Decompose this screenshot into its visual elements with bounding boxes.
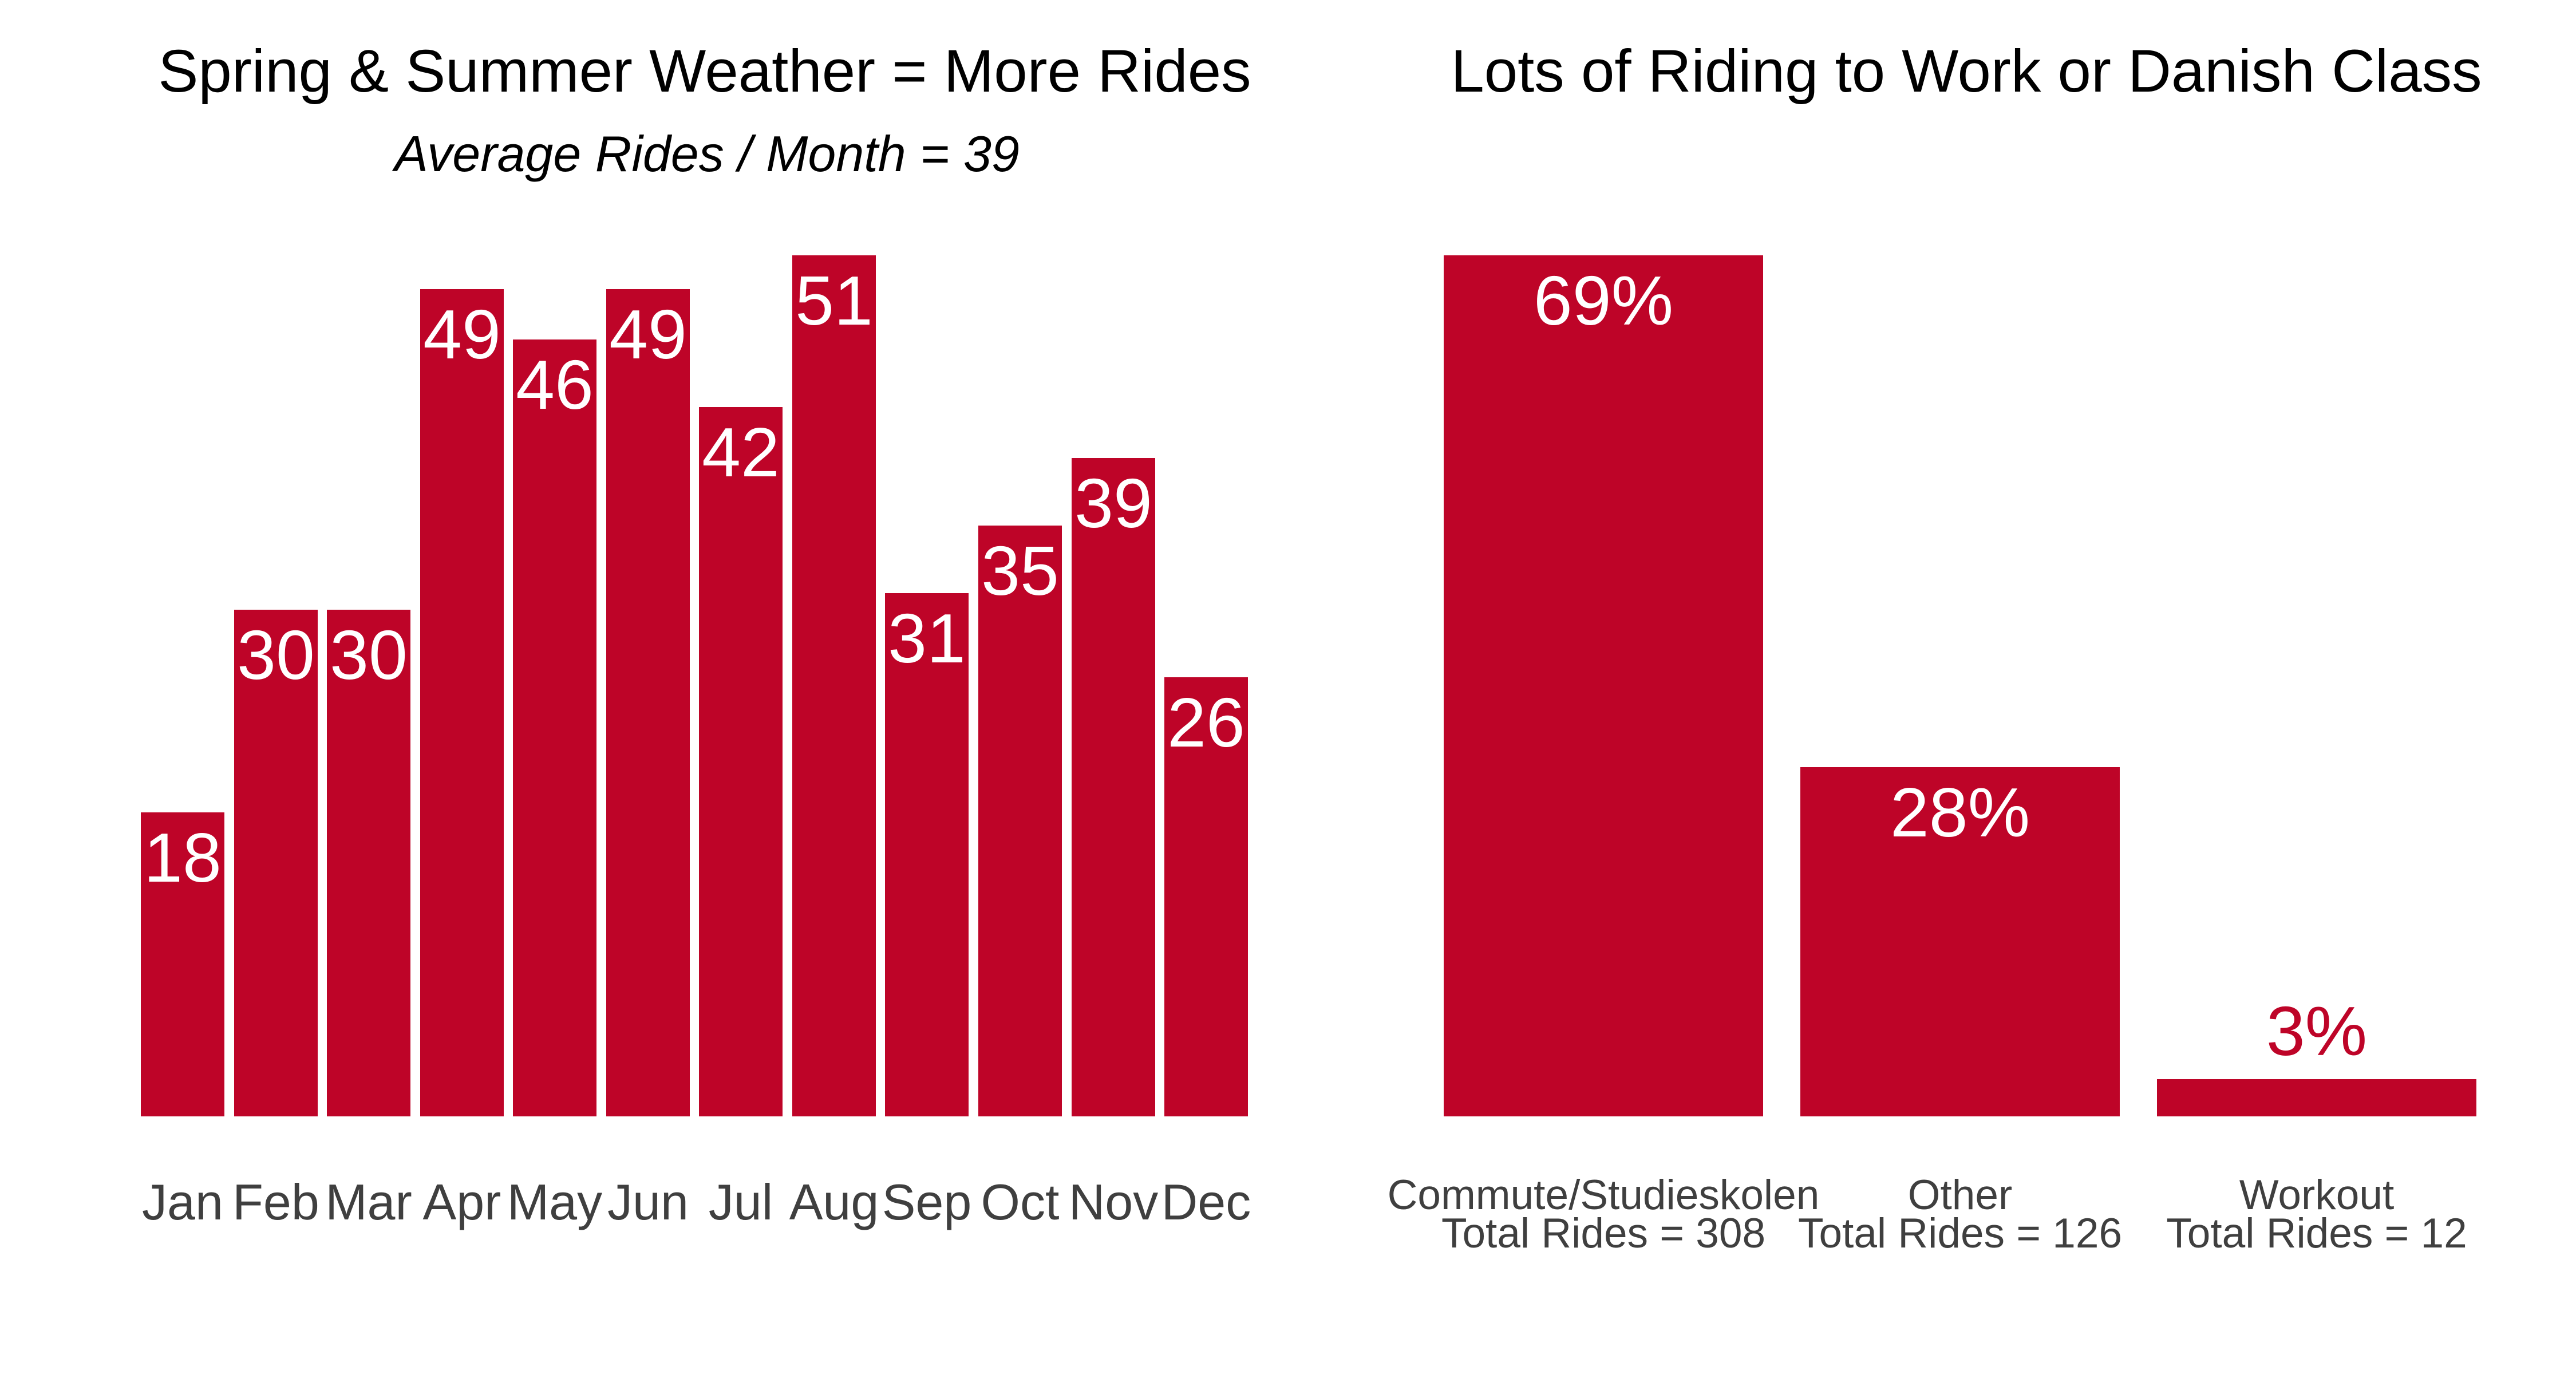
- bar: [2157, 1079, 2476, 1116]
- bar: [885, 593, 969, 1116]
- x-axis-category-label: Nov: [1068, 1174, 1159, 1230]
- x-axis-category-label: Apr: [422, 1174, 501, 1230]
- bar-value-label: 3%: [2266, 992, 2368, 1070]
- total-rides-label: Total Rides = 126: [1797, 1210, 2123, 1257]
- bar: [1800, 767, 2120, 1116]
- x-axis-category-label: Workout: [2239, 1172, 2395, 1218]
- total-rides-label: Total Rides = 12: [2166, 1210, 2467, 1257]
- x-axis-category-label: Mar: [325, 1174, 412, 1230]
- bar: [699, 407, 783, 1116]
- bar-value-label: 49: [609, 295, 687, 373]
- total-rides-label: Total Rides = 308: [1441, 1210, 1766, 1257]
- bar-value-label: 30: [330, 616, 408, 694]
- bar: [792, 255, 876, 1116]
- x-axis-category-label: Feb: [232, 1174, 319, 1230]
- left-chart-title: Spring & Summer Weather = More Rides: [158, 38, 1251, 105]
- x-axis-category-label: Aug: [789, 1174, 879, 1230]
- bar-value-label: 26: [1167, 684, 1245, 761]
- bar: [141, 812, 224, 1116]
- x-axis-category-label: Commute/Studieskolen: [1387, 1172, 1820, 1218]
- bar: [420, 289, 504, 1116]
- x-axis-category-label: Jun: [607, 1174, 689, 1230]
- bar: [1072, 458, 1155, 1116]
- bar: [1444, 255, 1763, 1116]
- bar: [1164, 677, 1248, 1116]
- x-axis-category-label: Other: [1907, 1172, 2013, 1218]
- bar: [978, 526, 1062, 1116]
- bar-value-label: 30: [237, 616, 315, 694]
- bar: [327, 610, 410, 1116]
- bar-value-label: 18: [144, 819, 222, 897]
- bar-value-label: 49: [423, 295, 501, 373]
- x-axis-category-label: May: [507, 1174, 603, 1230]
- bar-value-label: 46: [516, 346, 594, 424]
- x-axis-category-label: Oct: [981, 1174, 1060, 1230]
- left-chart-subtitle: Average Rides / Month = 39: [394, 125, 1020, 182]
- right-chart-title: Lots of Riding to Work or Danish Class: [1451, 38, 2482, 105]
- bar-value-label: 35: [981, 532, 1059, 610]
- bar: [513, 339, 596, 1116]
- bar-value-label: 28%: [1890, 773, 2030, 851]
- x-axis-category-label: Jan: [142, 1174, 223, 1230]
- bar-value-label: 31: [888, 599, 966, 677]
- bar: [234, 610, 318, 1116]
- bar-value-label: 39: [1074, 464, 1152, 542]
- x-axis-category-label: Jul: [708, 1174, 773, 1230]
- x-axis-category-label: Dec: [1161, 1174, 1251, 1230]
- bar-value-label: 42: [702, 413, 780, 491]
- x-axis-category-label: Sep: [882, 1174, 972, 1230]
- bar: [606, 289, 690, 1116]
- bar-value-label: 51: [795, 262, 873, 339]
- bar-value-label: 69%: [1533, 262, 1674, 339]
